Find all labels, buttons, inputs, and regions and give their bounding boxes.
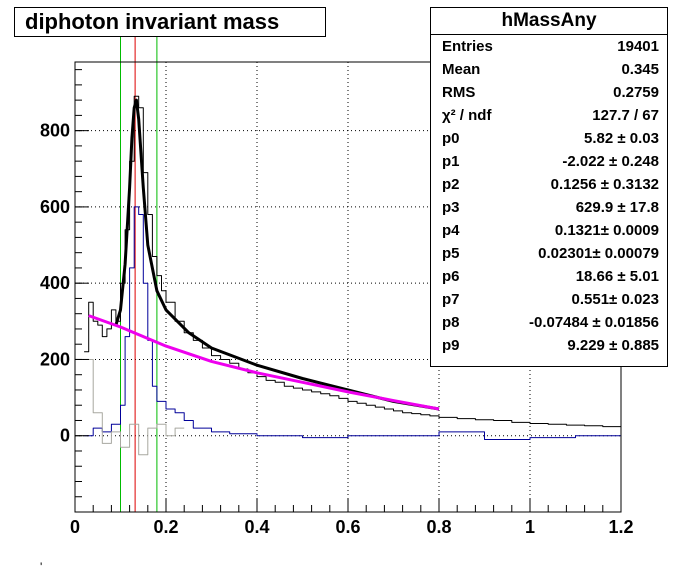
stats-histogram-name: hMassAny — [431, 8, 667, 35]
stats-key: p5 — [442, 245, 460, 262]
stats-value: 0.02301± 0.00079 — [538, 245, 659, 262]
series-total-fit — [114, 98, 440, 411]
stats-key: p2 — [442, 176, 460, 193]
stats-value: 0.1321± 0.0009 — [554, 222, 659, 239]
stats-value: -2.022 ± 0.248 — [562, 153, 659, 170]
plot-title: diphoton invariant mass — [14, 7, 326, 37]
stats-row: p6 18.66 ± 5.01 — [431, 265, 667, 288]
y-tick-label: 800 — [40, 121, 70, 141]
stats-key: p4 — [442, 222, 460, 239]
stats-key: Entries — [442, 38, 493, 55]
stats-value: 127.7 / 67 — [592, 107, 659, 124]
stats-key: p8 — [442, 314, 460, 331]
stats-row: p1 -2.022 ± 0.248 — [431, 150, 667, 173]
stats-key: p9 — [442, 337, 460, 354]
stats-row: p7 0.551± 0.023 — [431, 288, 667, 311]
stats-row: χ² / ndf 127.7 / 67 — [431, 104, 667, 127]
stats-value: 0.1256 ± 0.3132 — [550, 176, 659, 193]
stats-key: RMS — [442, 84, 476, 101]
stats-key: Mean — [442, 61, 481, 78]
y-tick-label: 400 — [40, 273, 70, 293]
stats-value: 0.345 — [621, 61, 659, 78]
stats-box: hMassAny Entries 19401 Mean 0.345 RMS 0.2759 χ… — [430, 7, 668, 367]
stats-value: 0.2759 — [613, 84, 659, 101]
stats-row: p3 629.9 ± 17.8 — [431, 196, 667, 219]
stats-key: p3 — [442, 199, 460, 216]
x-axis: 0 0.2 0.4 0.6 0.8 1 1.2 — [70, 498, 634, 537]
footer-mark: ' — [40, 560, 43, 574]
stats-row: p2 0.1256 ± 0.3132 — [431, 173, 667, 196]
stats-row: Mean 0.345 — [431, 58, 667, 81]
stats-row: RMS 0.2759 — [431, 81, 667, 104]
stats-value: 19401 — [617, 38, 659, 55]
y-tick-label: 600 — [40, 197, 70, 217]
stats-value: 629.9 ± 17.8 — [575, 199, 659, 216]
stats-key: χ² / ndf — [442, 107, 492, 124]
x-tick-label: 0.6 — [335, 517, 360, 537]
stats-key: p7 — [442, 291, 460, 308]
series-difference — [84, 359, 185, 456]
y-tick-label: 200 — [40, 349, 70, 369]
stats-row: p9 9.229 ± 0.885 — [431, 334, 667, 357]
x-tick-label: 0.2 — [153, 517, 178, 537]
stats-row: p4 0.1321± 0.0009 — [431, 219, 667, 242]
x-tick-label: 0.8 — [426, 517, 451, 537]
x-tick-label: 0.4 — [244, 517, 269, 537]
series-layer — [84, 95, 622, 456]
stats-row: p0 5.82 ± 0.03 — [431, 127, 667, 150]
stats-value: 18.66 ± 5.01 — [575, 268, 659, 285]
stats-value: -0.07484 ± 0.01856 — [528, 314, 659, 331]
y-axis: 0 200 400 600 800 — [40, 69, 89, 513]
stats-value: 5.82 ± 0.03 — [584, 130, 659, 147]
stats-row: Entries 19401 — [431, 35, 667, 58]
x-tick-label: 1.2 — [608, 517, 633, 537]
stats-row: p8 -0.07484 ± 0.01856 — [431, 311, 667, 334]
x-tick-label: 1 — [525, 517, 535, 537]
series-background-subtracted — [84, 206, 622, 440]
series-background-fit — [88, 314, 440, 411]
stats-key: p0 — [442, 130, 460, 147]
y-tick-label: 0 — [60, 426, 70, 446]
stats-key: p1 — [442, 153, 460, 170]
stats-value: 9.229 ± 0.885 — [567, 337, 659, 354]
stats-value: 0.551± 0.023 — [571, 291, 659, 308]
stats-row: p5 0.02301± 0.00079 — [431, 242, 667, 265]
x-tick-label: 0 — [70, 517, 80, 537]
stats-key: p6 — [442, 268, 460, 285]
